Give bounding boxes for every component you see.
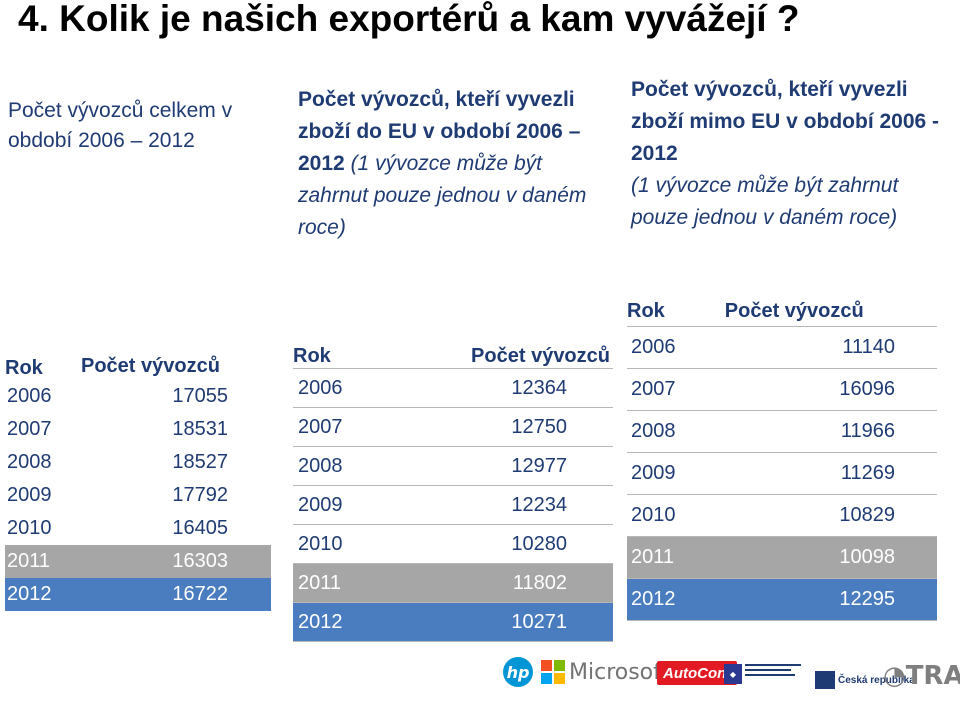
- microsoft-logo: Microsoft: [541, 652, 669, 692]
- autocont-logo: AutoCont: [657, 661, 738, 685]
- microsoft-flag-icon: [541, 660, 565, 684]
- year-cell: 2007: [627, 368, 697, 411]
- trade-e-icon: ◔: [883, 661, 906, 691]
- count-cell: 10271: [375, 602, 613, 642]
- amsp-text-logo: [745, 662, 805, 702]
- count-cell: 10098: [696, 536, 937, 579]
- eu-heading-bold: Počet vývozců, kteří vyvezli zboží do EU…: [298, 88, 581, 175]
- count-cell: 16303: [67, 545, 271, 578]
- year-cell: 2010: [7, 517, 52, 539]
- year-cell: 2007: [7, 418, 52, 440]
- year-cell: 2009: [627, 452, 697, 495]
- count-cell: 11140: [696, 326, 937, 369]
- table-header-row: Rok Počet vývozců: [293, 328, 613, 369]
- year-cell: 2011: [5, 545, 67, 578]
- year-cell: 2006: [293, 368, 376, 408]
- count-cell: 16405: [172, 517, 228, 539]
- table-row: 2009 12234: [293, 485, 613, 525]
- table-row: 2009 17792: [5, 479, 271, 512]
- table-row: 2006 17055: [5, 380, 271, 413]
- table-row: 2007 18531: [5, 413, 271, 446]
- count-cell: 18531: [172, 418, 228, 440]
- column-header-count: Počet vývozců: [696, 264, 937, 327]
- czech-republic-logo: Česká republika: [815, 660, 915, 700]
- year-cell: 2012: [627, 578, 697, 621]
- table-row: 2006 12364: [293, 368, 613, 408]
- table-row: 2009 11269: [627, 452, 937, 495]
- count-cell: 16096: [696, 368, 937, 411]
- czech-republic-mark-icon: [815, 671, 835, 689]
- column-header-count: Počet vývozců: [375, 328, 613, 369]
- year-cell: 2010: [627, 494, 697, 537]
- year-cell: 2011: [293, 563, 376, 603]
- year-cell: 2010: [293, 524, 376, 564]
- count-cell: 10280: [375, 524, 613, 564]
- year-cell: 2012: [5, 578, 67, 611]
- page-title: 4. Kolik je našich exportérů a kam vyváž…: [18, 0, 800, 39]
- table-row-highlight-blue: 2012 10271: [293, 602, 613, 642]
- count-cell: 11966: [696, 410, 937, 453]
- year-cell: 2008: [7, 451, 52, 473]
- non-eu-heading-bold: Počet vývozců, kteří vyvezli zboží mimo …: [631, 78, 940, 165]
- year-cell: 2008: [627, 410, 697, 453]
- count-cell: 17055: [172, 385, 228, 407]
- table-row-highlight-gray: 2011 10098: [627, 536, 937, 579]
- year-cell: 2012: [293, 602, 376, 642]
- count-cell: 12750: [375, 407, 613, 447]
- table-row-highlight-blue: 2012 12295: [627, 578, 937, 621]
- table-row: 2008 18527: [5, 446, 271, 479]
- table-row-highlight-gray: 2011 16303: [5, 545, 271, 578]
- table-row: 2007 16096: [627, 368, 937, 411]
- year-cell: 2006: [7, 385, 52, 407]
- table-row: 2008 11966: [627, 410, 937, 453]
- table-row: 2006 11140: [627, 326, 937, 369]
- year-cell: 2011: [627, 536, 697, 579]
- column-header-year: Rok: [293, 328, 376, 369]
- count-cell: 12977: [375, 446, 613, 486]
- year-cell: 2006: [627, 326, 697, 369]
- table-header-row: Rok Počet vývozců: [5, 316, 271, 380]
- non-eu-heading-note: (1 vývozce může být zahrnut pouze jednou…: [631, 174, 899, 229]
- year-cell: 2008: [293, 446, 376, 486]
- hp-logo: hp: [503, 657, 533, 687]
- count-cell: 11269: [696, 452, 937, 495]
- count-cell: 17792: [172, 484, 228, 506]
- eu-exporters-heading: Počet vývozců, kteří vyvezli zboží do EU…: [298, 84, 613, 244]
- year-cell: 2009: [293, 485, 376, 525]
- column-header-year: Rok: [5, 357, 43, 379]
- trade-logo: ◔ TRADE: [883, 656, 960, 696]
- column-header-count: Počet vývozců: [81, 355, 220, 377]
- sponsor-logos: hp Microsoft AutoCont ◆ Česká republika …: [497, 652, 960, 692]
- year-cell: 2009: [7, 484, 52, 506]
- count-cell: 18527: [172, 451, 228, 473]
- count-cell: 16722: [67, 578, 271, 611]
- table-row: 2008 12977: [293, 446, 613, 486]
- count-cell: 12234: [375, 485, 613, 525]
- count-cell: 11802: [375, 563, 613, 603]
- microsoft-wordmark: Microsoft: [569, 659, 670, 685]
- czech-republic-text: Česká republika: [838, 674, 915, 686]
- column-header-year: Rok: [627, 264, 697, 327]
- table-row: 2010 10829: [627, 494, 937, 537]
- table-row: 2007 12750: [293, 407, 613, 447]
- count-cell: 10829: [696, 494, 937, 537]
- year-cell: 2007: [293, 407, 376, 447]
- table-row: 2010 10280: [293, 524, 613, 564]
- count-cell: 12295: [696, 578, 937, 621]
- total-exporters-table: Rok Počet vývozců 2006 17055 2007 18531 20…: [5, 316, 271, 611]
- table-header-row: Rok Počet vývozců: [627, 264, 937, 327]
- non-eu-exporters-table: Rok Počet vývozců 2006 11140 2007 16096 20…: [627, 264, 937, 621]
- amsp-lines-icon: [745, 664, 801, 676]
- trade-text: TRADE: [905, 661, 960, 691]
- total-exporters-heading: Počet vývozců celkem v období 2006 – 201…: [8, 99, 233, 152]
- eu-exporters-table: Rok Počet vývozců 2006 12364 2007 12750 20…: [293, 328, 613, 642]
- eu-heading-note: (1 vývozce může být zahrnut pouze jednou…: [298, 152, 587, 239]
- amsp-logo: ◆: [724, 664, 742, 684]
- table-row-highlight-gray: 2011 11802: [293, 563, 613, 603]
- table-row: 2010 16405: [5, 512, 271, 545]
- non-eu-exporters-heading: Počet vývozců, kteří vyvezli zboží mimo …: [631, 74, 956, 234]
- count-cell: 12364: [375, 368, 613, 408]
- table-row-highlight-blue: 2012 16722: [5, 578, 271, 611]
